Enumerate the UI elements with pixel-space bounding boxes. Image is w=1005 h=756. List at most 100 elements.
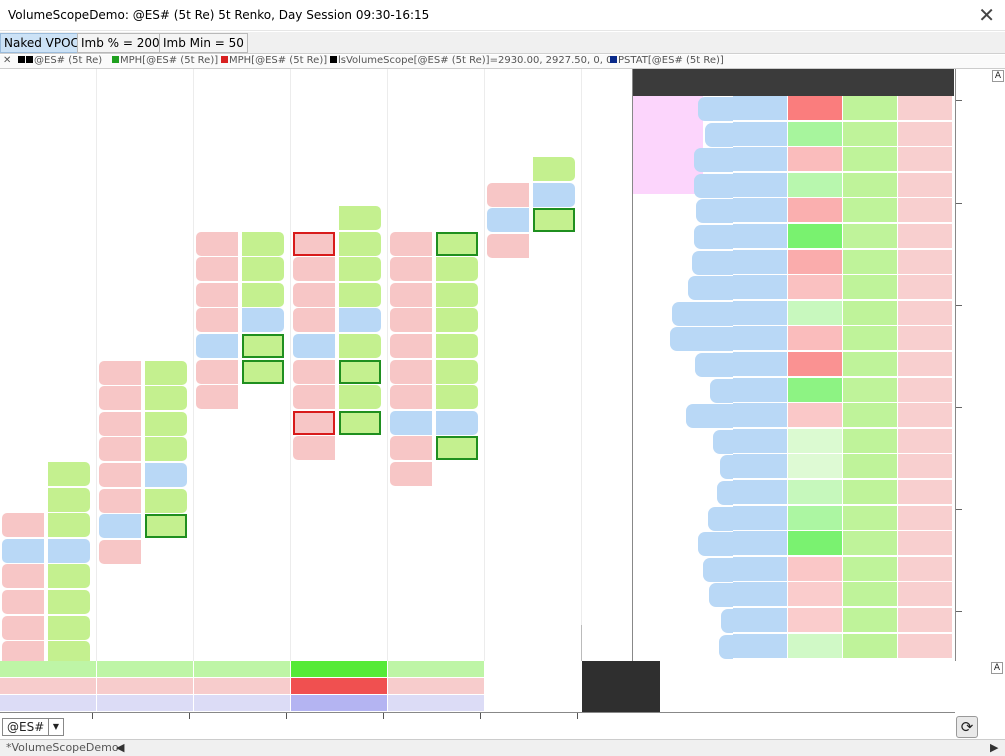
vp-vol-cell <box>733 377 788 403</box>
vp-vol-cell <box>733 582 788 608</box>
vp-volume-bar <box>688 276 735 301</box>
bar-separator <box>96 69 97 661</box>
vp-row <box>633 326 954 352</box>
refresh-icon[interactable]: ⟳ <box>956 716 978 738</box>
bid-volume-cell <box>293 206 335 230</box>
vp-vol-cell <box>733 172 788 198</box>
toolbar: Naked VPOC Imb % = 200 Imb Min = 50 <box>0 32 1005 54</box>
bar-separator <box>290 69 291 661</box>
vp-bvol-cell <box>843 326 898 352</box>
vp-delta-cell <box>788 275 843 301</box>
ask-volume-cell <box>339 385 381 410</box>
price-tick <box>956 97 964 107</box>
summary-sell-cell <box>291 678 388 694</box>
bid-volume-cell <box>390 462 432 486</box>
vp-bvol-cell <box>843 582 898 608</box>
vp-delta-cell <box>788 96 843 121</box>
vp-delta-cell <box>788 377 843 403</box>
vp-svol-cell <box>898 172 953 198</box>
vp-row <box>633 249 954 275</box>
vp-bvol-cell <box>843 121 898 147</box>
vp-vol-cell <box>733 300 788 326</box>
vp-svol-cell <box>898 224 953 249</box>
close-icon[interactable]: ✕ <box>978 3 995 27</box>
bid-volume-cell <box>390 231 432 256</box>
bid-volume-cell <box>2 564 44 589</box>
chevron-down-icon[interactable]: ▼ <box>48 719 63 735</box>
bid-volume-cell <box>99 335 141 359</box>
vp-bvol-cell <box>843 480 898 505</box>
bid-volume-cell <box>293 359 335 384</box>
navy-square-icon <box>610 56 617 63</box>
bid-volume-cell <box>99 514 141 539</box>
ask-volume-cell <box>48 487 90 512</box>
summary-autoscale-button[interactable]: A <box>991 662 1003 674</box>
tab-volumescopedemo[interactable]: *VolumeScopeDemo <box>6 741 119 754</box>
bid-volume-cell <box>99 539 141 564</box>
vp-svol-cell <box>898 198 953 224</box>
vp-vol-cell <box>733 96 788 121</box>
vp-svol-cell <box>898 608 953 633</box>
symbol-selector[interactable]: @ES# ▼ <box>2 718 64 736</box>
price-tick <box>956 404 964 414</box>
vp-bvol-cell <box>843 172 898 198</box>
bid-volume-cell <box>293 410 335 435</box>
summary-time-cell <box>0 695 97 711</box>
bid-volume-cell <box>487 208 529 233</box>
bid-volume-cell <box>390 308 432 333</box>
ask-volume-cell <box>145 463 187 487</box>
footprint-chart-area[interactable] <box>0 69 631 661</box>
vp-volume-bar <box>670 327 735 352</box>
price-tick <box>956 608 964 618</box>
vp-bvol-cell <box>843 96 898 121</box>
bid-volume-cell <box>196 257 238 282</box>
vp-svol-cell <box>898 326 953 352</box>
study-close-icon[interactable]: ✕ <box>3 55 12 66</box>
price-axis[interactable]: A <box>955 69 1005 661</box>
vp-volume-bar <box>694 225 735 249</box>
vp-delta-cell <box>788 454 843 480</box>
volume-profile-totals <box>633 82 954 96</box>
summary-label-sell <box>582 678 660 695</box>
vp-vol-cell <box>733 147 788 173</box>
study-price: @ES# (5t Re) <box>18 55 102 66</box>
vp-row <box>633 300 954 326</box>
vp-bvol-cell <box>843 505 898 531</box>
vp-vol-cell <box>733 608 788 633</box>
imb-percent-button[interactable]: Imb % = 200 <box>77 33 164 53</box>
ask-volume-cell <box>339 359 381 384</box>
vp-svol-cell <box>898 531 953 557</box>
bid-volume-cell <box>99 463 141 487</box>
axis-autoscale-button[interactable]: A <box>992 70 1004 82</box>
ask-volume-cell <box>436 410 478 435</box>
ask-volume-cell <box>242 359 284 384</box>
vp-svol-cell <box>898 480 953 505</box>
scroll-left-icon[interactable]: ◀ <box>116 741 125 754</box>
vp-svol-cell <box>898 556 953 582</box>
vp-delta-cell <box>788 403 843 429</box>
ask-volume-cell <box>145 437 187 462</box>
value-area-highlight <box>633 96 703 194</box>
green-square-icon <box>112 56 119 63</box>
vp-bvol-cell <box>843 454 898 480</box>
ask-volume-cell <box>339 308 381 333</box>
vp-vol-cell <box>733 121 788 147</box>
bid-volume-cell <box>487 157 529 181</box>
summary-buy-cell <box>194 661 291 677</box>
vp-volume-bar <box>710 378 735 403</box>
vp-bvol-cell <box>843 531 898 557</box>
imb-min-button[interactable]: Imb Min = 50 <box>159 33 248 53</box>
naked-vpoc-button[interactable]: Naked VPOC <box>0 33 83 53</box>
vp-delta-cell <box>788 121 843 147</box>
summary-row-sell <box>0 678 660 695</box>
summary-buy-cell <box>291 661 388 677</box>
summary-sell-cell <box>194 678 291 694</box>
scroll-right-icon[interactable]: ▶ <box>990 741 999 754</box>
summary-sell-cell <box>485 678 582 694</box>
vp-bvol-cell <box>843 147 898 173</box>
summary-buy-cell <box>485 661 582 677</box>
black-square-icon <box>330 56 337 63</box>
ask-volume-cell <box>436 462 478 486</box>
ask-volume-cell <box>48 538 90 563</box>
vp-volume-bar <box>717 481 735 505</box>
